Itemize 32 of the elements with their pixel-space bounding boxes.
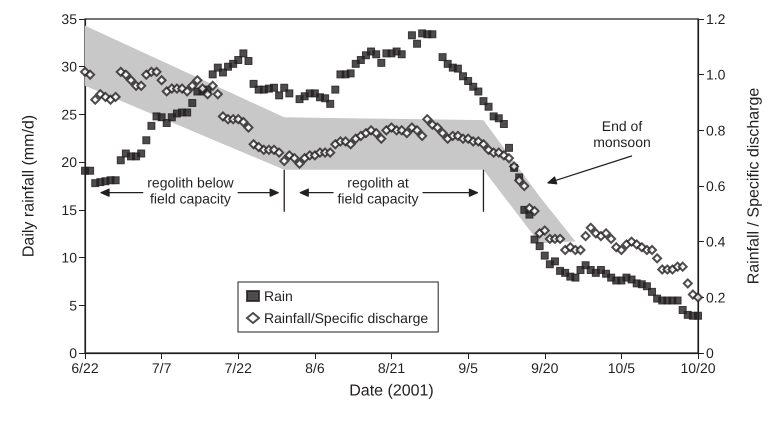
annotation: regolith at field capacity [338,174,418,207]
y-tick-label: 30 [61,58,78,75]
legend-label: Rainfall/Specific discharge [264,310,428,326]
x-tick-label: 6/22 [71,360,99,376]
y-tick-label: 35 [61,11,78,27]
x-tick-label: 8/6 [305,360,325,376]
y-tick-label: 5 [69,297,78,314]
y-axis-title: Daily rainfall (mm/d) [20,114,38,258]
y-tick-label: 15 [61,202,78,218]
x-tick-label: 8/21 [378,360,406,376]
x-tick-label: 7/22 [224,360,252,376]
y2-tick-label: 0.2 [706,289,726,306]
y2-tick-label: 1.0 [706,66,726,83]
x-tick-label: 10/20 [680,360,716,376]
x-tick-label: 10/5 [608,360,636,376]
y2-tick-label: 1.2 [706,11,726,27]
y2-tick-label: 0 [706,345,714,361]
legend-label: Rain [264,288,293,304]
y2-tick-label: 0.8 [706,122,726,138]
y-tick-label: 25 [61,106,78,122]
y2-tick-label: 0.4 [706,234,726,250]
annotation: regolith below field capacity [147,174,235,207]
y2-axis-title: Rainfall / Specific discharge [746,88,762,284]
y-tick-label: 0 [69,345,78,361]
annotation: End of monsoon [593,118,651,150]
y-tick-label: 10 [61,250,78,266]
y-tick-label: 20 [61,154,78,170]
y2-tick-label: 0.6 [706,178,726,194]
x-tick-label: 9/5 [458,360,478,376]
x-tick-label: 9/20 [531,360,559,376]
x-axis-title: Date (2001) [349,382,434,400]
x-tick-label: 7/7 [152,360,172,376]
